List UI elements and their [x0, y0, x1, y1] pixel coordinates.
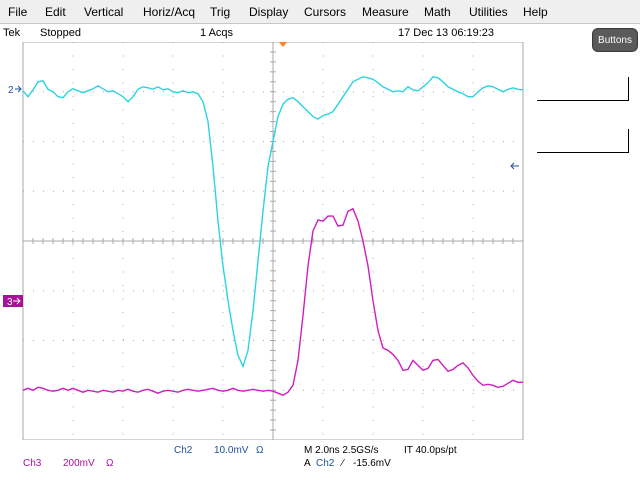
menu-measure[interactable]: Measure — [362, 5, 409, 19]
buttons-button[interactable]: Buttons — [592, 28, 638, 52]
menu-display[interactable]: Display — [249, 5, 289, 19]
trigger-position-marker[interactable] — [278, 42, 288, 47]
ch3-coupling: Ω — [106, 458, 114, 469]
ch2-coupling: Ω — [256, 445, 264, 456]
right-panel: Buttons — [530, 24, 640, 480]
run-state: Stopped — [40, 27, 81, 39]
menu-vertical[interactable]: Vertical — [84, 5, 124, 19]
trigger-level[interactable]: -15.6mV — [353, 458, 391, 469]
ch3-marker-label: 3 — [7, 297, 13, 308]
menu-utilities[interactable]: Utilities — [469, 5, 508, 19]
menu-cursors[interactable]: Cursors — [304, 5, 347, 19]
ch2-scale[interactable]: 10.0mV — [214, 445, 249, 456]
ch3-label[interactable]: Ch3 — [23, 458, 42, 469]
menu-edit[interactable]: Edit — [45, 5, 66, 19]
readout-slot-2[interactable] — [537, 129, 629, 153]
graticule-ticks — [22, 42, 524, 440]
trigger-mode[interactable]: A — [304, 458, 311, 469]
readout-slot-1[interactable] — [537, 77, 629, 101]
ch2-marker-label: 2 — [8, 85, 14, 96]
ch2-marker[interactable]: 2 — [8, 85, 22, 96]
menu-trig[interactable]: Trig — [210, 5, 231, 19]
waveform-display[interactable]: 2 3 — [0, 42, 530, 440]
ch2-label[interactable]: Ch2 — [174, 445, 193, 456]
datetime: 17 Dec 13 06:19:23 — [398, 27, 495, 39]
ch2-waveform — [22, 76, 524, 369]
menu-file[interactable]: File — [8, 5, 28, 19]
horizontal-readout[interactable]: M 2.0ns 2.5GS/s — [304, 445, 379, 456]
trigger-slope-icon: ⁄ — [342, 458, 344, 469]
menu-math[interactable]: Math — [424, 5, 451, 19]
arrow-right-icon — [15, 85, 22, 93]
ch3-scale[interactable]: 200mV — [63, 458, 95, 469]
status-bar: Tek Stopped 1 Acqs 17 Dec 13 06:19:23 — [0, 24, 530, 42]
trigger-level-marker[interactable] — [510, 162, 519, 170]
trigger-source[interactable]: Ch2 — [316, 458, 335, 469]
menu-help[interactable]: Help — [523, 5, 548, 19]
ch3-waveform — [22, 207, 523, 396]
menu-horiz-acq[interactable]: Horiz/Acq — [143, 5, 196, 19]
acquisition-count: 1 Acqs — [200, 27, 234, 39]
ch3-marker[interactable]: 3 — [3, 295, 23, 308]
menu-bar: File Edit Vertical Horiz/Acq Trig Displa… — [0, 0, 640, 24]
interval-readout: IT 40.0ps/pt — [404, 445, 457, 456]
arrow-right-icon — [13, 297, 21, 305]
brand-label: Tek — [3, 27, 21, 39]
readout-bar: Ch2 10.0mV Ω Ch3 200mV Ω M 2.0ns 2.5GS/s… — [0, 440, 530, 480]
